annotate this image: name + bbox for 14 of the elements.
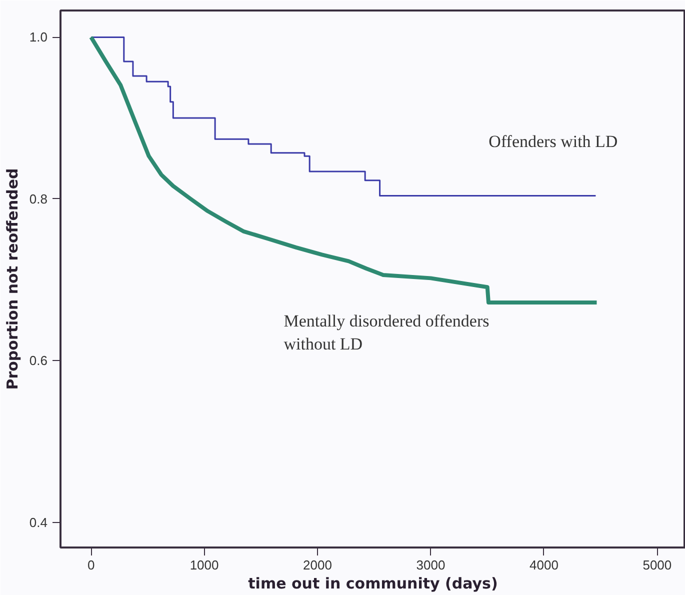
y-tick-label: 0.6 [29, 353, 48, 368]
text: Offenders with LD [488, 132, 618, 152]
x-tick-label: 4000 [530, 558, 558, 572]
x-tick-label: 2000 [303, 558, 332, 572]
x-axis-title: time out in community (days) [248, 574, 498, 592]
x-tick-label: 1000 [190, 558, 219, 572]
y-tick-label: 0.4 [29, 514, 48, 530]
series-label: Mentally disordered offenders without LD [284, 312, 490, 354]
y-axis-title: Proportion not reoffended [3, 168, 22, 390]
x-tick-label: 3000 [416, 558, 446, 572]
y-tick-label: 0.8 [29, 191, 48, 206]
y-tick-label: 1.0 [29, 30, 48, 45]
x-tick-label: 5000 [642, 558, 672, 572]
x-tick-label: 0 [87, 558, 95, 572]
